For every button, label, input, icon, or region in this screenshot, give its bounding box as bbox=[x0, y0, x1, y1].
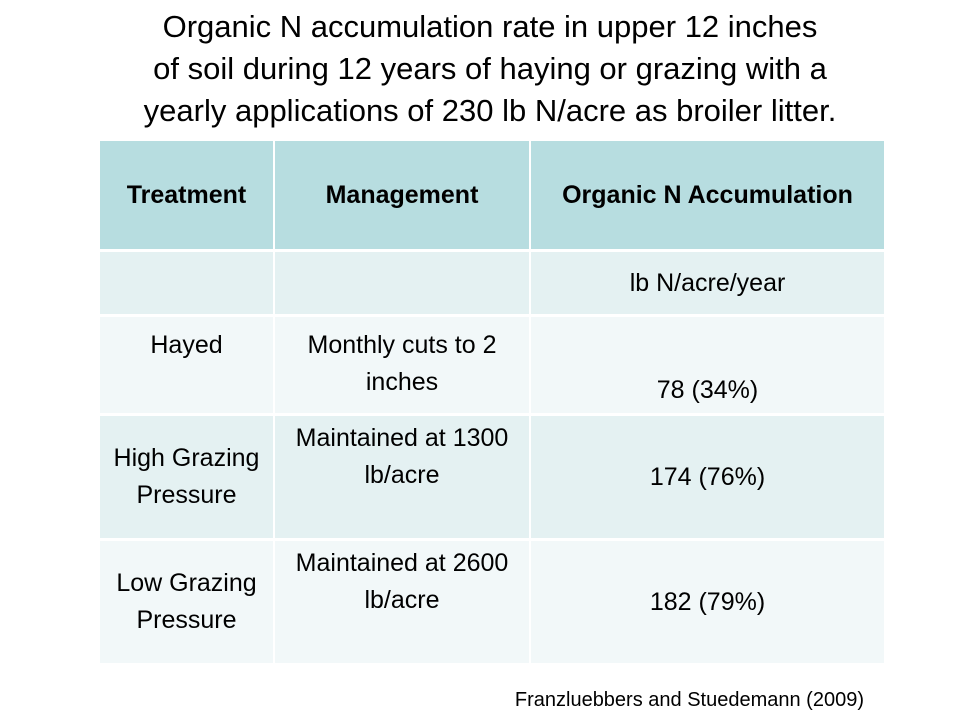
data-table: Treatment Management Organic N Accumulat… bbox=[100, 141, 884, 663]
title-line-2: of soil during 12 years of haying or gra… bbox=[153, 51, 827, 86]
title-line-3: yearly applications of 230 lb N/acre as … bbox=[143, 93, 837, 128]
treatment-cell: Hayed bbox=[100, 314, 275, 415]
units-cell-treatment bbox=[100, 249, 275, 316]
table-row: Hayed Monthly cuts to 2 inches 78 (34%) bbox=[100, 314, 884, 415]
organic-n-cell: 78 (34%) bbox=[529, 314, 884, 415]
units-cell-organic-n: lb N/acre/year bbox=[529, 249, 884, 316]
table-header-row: Treatment Management Organic N Accumulat… bbox=[100, 141, 884, 251]
header-management: Management bbox=[273, 141, 531, 251]
organic-n-cell: 174 (76%) bbox=[529, 413, 884, 540]
slide-title: Organic N accumulation rate in upper 12 … bbox=[60, 6, 920, 132]
header-treatment: Treatment bbox=[100, 141, 275, 251]
management-cell: Maintained at 2600 lb/acre bbox=[273, 538, 531, 663]
management-cell: Maintained at 1300 lb/acre bbox=[273, 413, 531, 540]
table-row: Low Grazing Pressure Maintained at 2600 … bbox=[100, 538, 884, 663]
organic-n-cell: 182 (79%) bbox=[529, 538, 884, 663]
treatment-cell: High Grazing Pressure bbox=[100, 413, 275, 540]
table-row-units: lb N/acre/year bbox=[100, 249, 884, 316]
citation: Franzluebbers and Stuedemann (2009) bbox=[514, 689, 864, 711]
table-row: High Grazing Pressure Maintained at 1300… bbox=[100, 413, 884, 540]
header-organic-n: Organic N Accumulation bbox=[529, 141, 884, 251]
title-line-1: Organic N accumulation rate in upper 12 … bbox=[162, 9, 818, 44]
treatment-cell: Low Grazing Pressure bbox=[100, 538, 275, 663]
management-cell: Monthly cuts to 2 inches bbox=[273, 314, 531, 415]
units-cell-management bbox=[273, 249, 531, 316]
